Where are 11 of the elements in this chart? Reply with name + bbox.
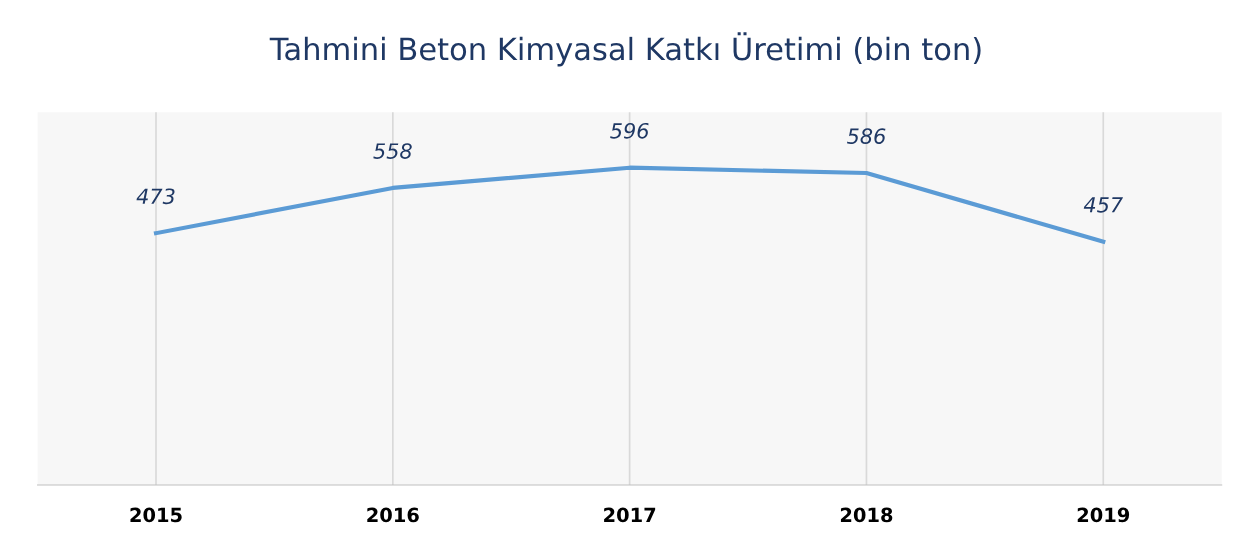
- data-label: 473: [136, 188, 175, 205]
- x-tick-label: 2015: [130, 507, 182, 523]
- x-tick-label: 2017: [604, 507, 656, 523]
- x-tick-label: 2016: [367, 507, 419, 523]
- data-label: 586: [846, 128, 886, 144]
- data-label: 457: [1083, 197, 1123, 213]
- data-label: 558: [373, 143, 412, 159]
- data-label: 596: [610, 122, 649, 139]
- x-tick-label: 2019: [1077, 507, 1130, 523]
- chart-title: Tahmini Beton Kimyasal Katkı Üretimi (bin ton): [269, 32, 981, 67]
- x-tick-label: 2018: [840, 507, 893, 523]
